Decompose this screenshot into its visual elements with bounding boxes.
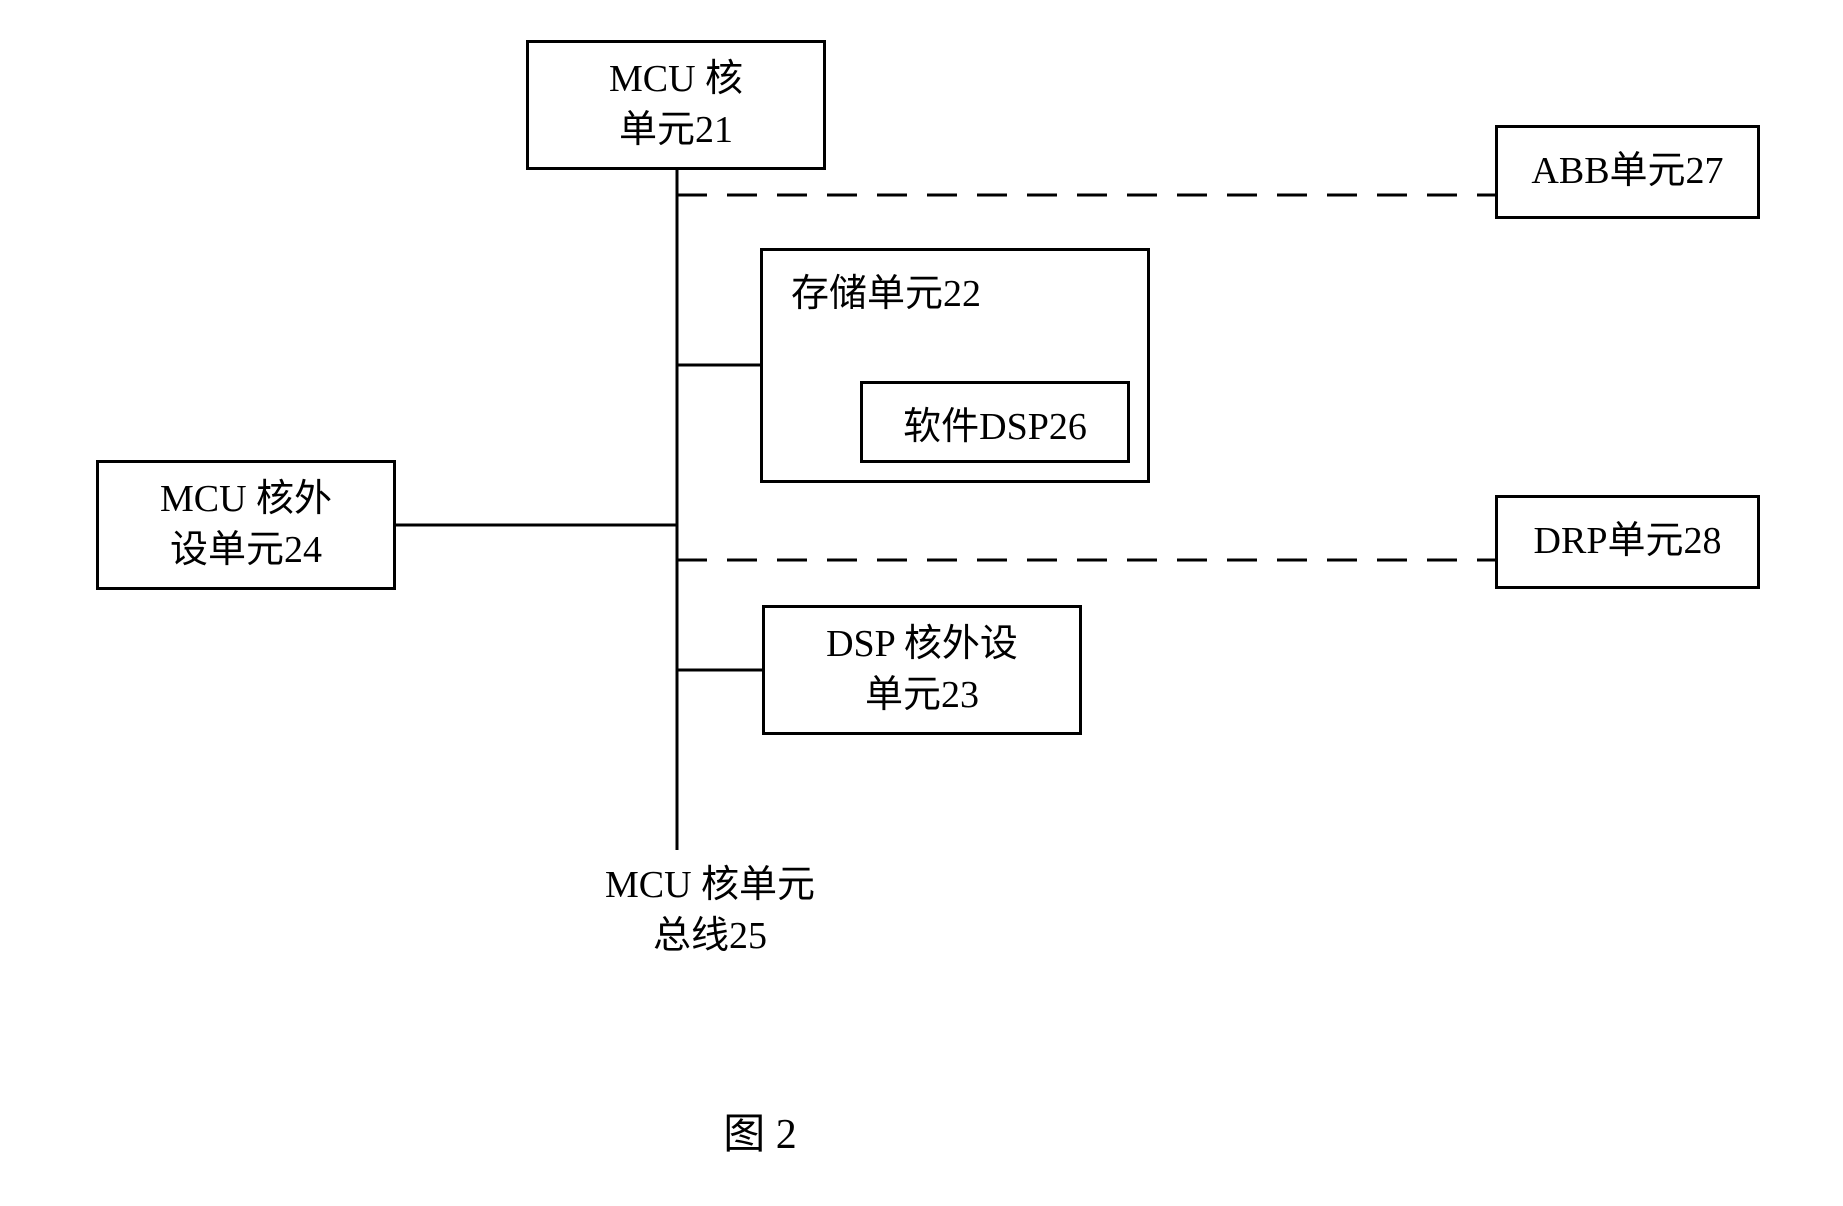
abb-node: ABB单元27: [1495, 125, 1760, 219]
mcu-periph-label: MCU 核外 设单元24: [160, 474, 332, 577]
mcu-periph-node: MCU 核外 设单元24: [96, 460, 396, 590]
bus-label: MCU 核单元 总线25: [550, 860, 870, 963]
diagram-container: MCU 核 单元21 ABB单元27 存储单元22 软件DSP26 MCU 核外…: [0, 30, 1843, 1080]
storage-label: 存储单元22: [791, 269, 981, 320]
figure-caption: 图 2: [700, 1100, 820, 1161]
drp-node: DRP单元28: [1495, 495, 1760, 589]
soft-dsp-node: 软件DSP26: [860, 381, 1130, 463]
dsp-periph-node: DSP 核外设 单元23: [762, 605, 1082, 735]
mcu-core-label: MCU 核 单元21: [609, 54, 743, 157]
abb-label: ABB单元27: [1531, 146, 1723, 197]
dsp-periph-label: DSP 核外设 单元23: [826, 619, 1018, 722]
soft-dsp-label: 软件DSP26: [903, 395, 1087, 450]
mcu-core-node: MCU 核 单元21: [526, 40, 826, 170]
drp-label: DRP单元28: [1534, 516, 1722, 567]
